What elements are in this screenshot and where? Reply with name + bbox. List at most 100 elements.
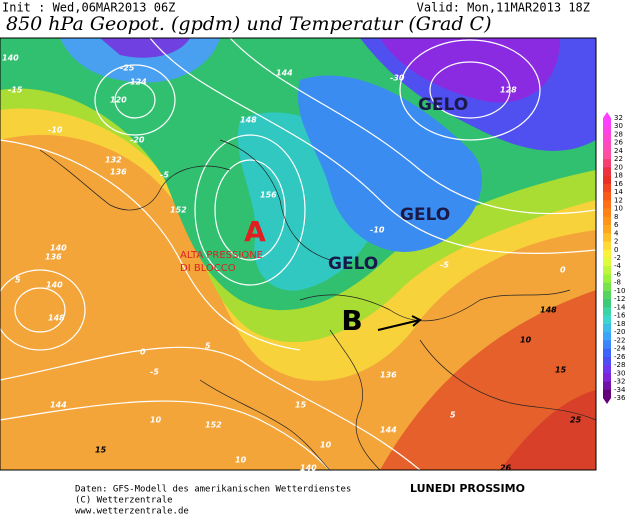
legend-swatch bbox=[603, 290, 611, 300]
legend-cap bbox=[603, 112, 611, 118]
legend-label: 0 bbox=[614, 246, 618, 254]
legend-label: -12 bbox=[614, 295, 625, 303]
legend-label: -36 bbox=[614, 394, 626, 402]
legend-swatch bbox=[603, 216, 611, 226]
legend-swatch bbox=[603, 266, 611, 275]
legend-swatch bbox=[603, 200, 611, 209]
legend-swatch bbox=[603, 274, 611, 284]
legend-swatch bbox=[603, 208, 611, 218]
legend-label: 16 bbox=[614, 180, 623, 188]
legend-label: 30 bbox=[614, 122, 623, 130]
contour-label: 15 bbox=[95, 446, 107, 455]
high-pressure-label: A bbox=[244, 215, 266, 248]
legend-swatch bbox=[603, 241, 611, 251]
legend-swatch bbox=[603, 142, 611, 152]
legend-label: -18 bbox=[614, 320, 625, 328]
legend-label: 6 bbox=[614, 221, 619, 229]
legend-swatch bbox=[603, 192, 611, 201]
contour-label: -10 bbox=[48, 126, 63, 135]
contour-label: 120 bbox=[110, 96, 127, 105]
contour-label: -15 bbox=[8, 86, 23, 95]
footer-url: www.wetterzentrale.de bbox=[75, 507, 189, 517]
legend-swatch bbox=[603, 118, 611, 127]
contour-label: 140 bbox=[2, 54, 19, 63]
legend-label: 22 bbox=[614, 155, 623, 163]
contour-label: 10 bbox=[520, 336, 532, 345]
contour-label: 5 bbox=[450, 411, 456, 420]
legend-swatch bbox=[603, 332, 611, 341]
legend-label: 20 bbox=[614, 163, 623, 171]
contour-label: 25 bbox=[570, 416, 582, 425]
contour-label: -30 bbox=[390, 74, 405, 83]
contour-label: 26 bbox=[500, 464, 512, 473]
legend-swatch bbox=[603, 183, 611, 193]
legend-label: -24 bbox=[614, 345, 626, 353]
legend-label: -30 bbox=[614, 369, 625, 377]
legend-label: -10 bbox=[614, 287, 625, 295]
contour-label: 144 bbox=[380, 426, 397, 435]
legend-swatch bbox=[603, 373, 611, 382]
legend-label: -8 bbox=[614, 279, 621, 287]
high-note: ALTA PRESSIONE bbox=[180, 250, 263, 261]
contour-label: -25 bbox=[120, 64, 135, 73]
contour-label: 136 bbox=[380, 371, 397, 380]
valid-time: Valid: Mon,11MAR2013 18Z bbox=[417, 1, 590, 15]
contour-label: 0 bbox=[140, 348, 146, 357]
contour-label: 140 bbox=[300, 464, 317, 473]
legend-swatch bbox=[603, 389, 611, 399]
contour-label: 148 bbox=[540, 306, 557, 315]
footer-caption: LUNEDI PROSSIMO bbox=[410, 482, 525, 495]
legend-swatch bbox=[603, 307, 611, 316]
frost-label: GELO bbox=[418, 95, 468, 115]
legend-swatch bbox=[603, 356, 611, 366]
contour-label: 5 bbox=[205, 342, 211, 351]
legend-label: -20 bbox=[614, 328, 625, 336]
legend-label: 32 bbox=[614, 114, 623, 122]
legend-label: -16 bbox=[614, 312, 626, 320]
legend-label: -32 bbox=[614, 378, 625, 386]
contour-label: 144 bbox=[50, 401, 67, 410]
legend-cap bbox=[603, 398, 611, 404]
legend-swatch bbox=[603, 381, 611, 391]
legend-swatch bbox=[603, 150, 611, 160]
contour-label: 0 bbox=[560, 266, 566, 275]
legend-swatch bbox=[603, 258, 611, 267]
contour-label: 124 bbox=[130, 78, 147, 87]
legend-swatch bbox=[603, 126, 611, 135]
footer-copyright: (C) Wetterzentrale bbox=[75, 496, 173, 506]
contour-label: 10 bbox=[235, 456, 247, 465]
frost-label: GELO bbox=[328, 254, 378, 274]
legend-label: 2 bbox=[614, 238, 618, 246]
contour-label: 136 bbox=[45, 253, 62, 262]
legend-label: -6 bbox=[614, 270, 622, 278]
contour-label: 156 bbox=[260, 191, 277, 200]
contour-label: 148 bbox=[240, 116, 257, 125]
footer-source: Daten: GFS-Modell des amerikanischen Wet… bbox=[75, 485, 351, 495]
contour-label: 152 bbox=[170, 206, 187, 215]
high-note: DI BLOCCO bbox=[180, 263, 236, 274]
contour-label: -10 bbox=[370, 226, 385, 235]
contour-label: 5 bbox=[15, 276, 21, 285]
low-pressure-label: B bbox=[341, 304, 362, 337]
legend-label: -2 bbox=[614, 254, 621, 262]
frost-label: GELO bbox=[400, 205, 450, 225]
contour-label: 140 bbox=[50, 244, 67, 253]
contour-label: 10 bbox=[150, 416, 162, 425]
legend-swatch bbox=[603, 175, 611, 185]
legend-swatch bbox=[603, 167, 611, 176]
legend-label: 28 bbox=[614, 130, 623, 138]
legend-swatch bbox=[603, 315, 611, 325]
contour-label: 132 bbox=[105, 156, 122, 165]
contour-label: -5 bbox=[150, 368, 159, 377]
legend-label: -34 bbox=[614, 386, 626, 394]
legend-label: 24 bbox=[614, 147, 623, 155]
legend-swatch bbox=[603, 299, 611, 308]
contour-label: -5 bbox=[160, 171, 169, 180]
legend-swatch bbox=[603, 134, 611, 144]
legend-label: 4 bbox=[614, 229, 619, 237]
contour-label: -5 bbox=[440, 261, 449, 270]
map-title: 850 hPa Geopot. (gpdm) und Temperatur (G… bbox=[6, 13, 491, 35]
legend-label: -14 bbox=[614, 303, 626, 311]
legend-label: 12 bbox=[614, 196, 623, 204]
contour-label: -20 bbox=[130, 136, 145, 145]
